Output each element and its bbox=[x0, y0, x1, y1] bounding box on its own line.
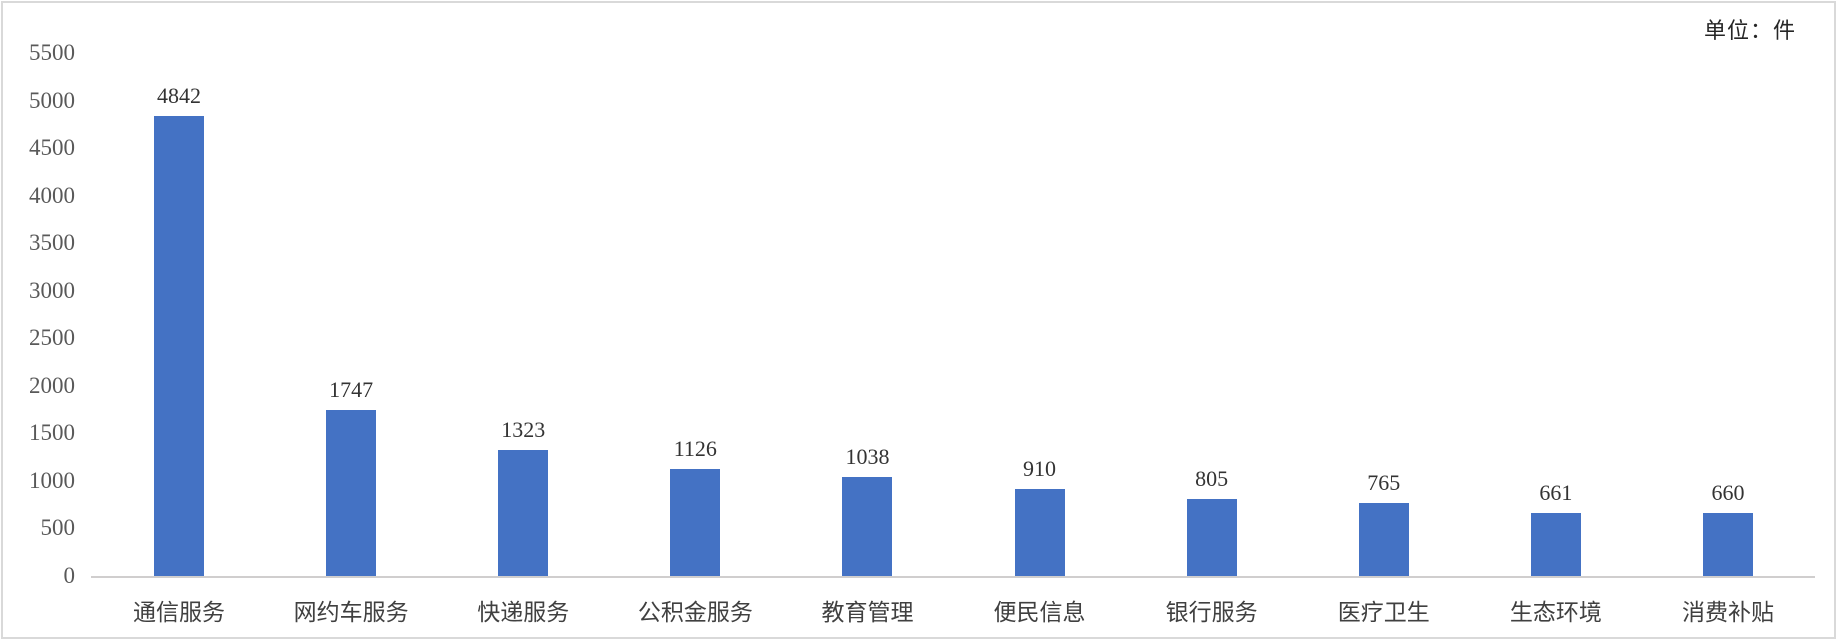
bar-value-label: 1126 bbox=[673, 435, 717, 461]
bar bbox=[1358, 503, 1409, 576]
category-label: 医疗卫生 bbox=[1337, 600, 1430, 625]
category-label: 网约车服务 bbox=[293, 600, 409, 625]
x-axis-line bbox=[91, 576, 1815, 578]
category-label: 消费补贴 bbox=[1681, 600, 1774, 625]
category-label: 通信服务 bbox=[133, 600, 226, 625]
y-tick-label: 2500 bbox=[29, 325, 75, 351]
bar-value-label: 1323 bbox=[501, 417, 546, 443]
category-label: 银行服务 bbox=[1165, 600, 1258, 625]
bar bbox=[1702, 513, 1753, 576]
y-tick-label: 4500 bbox=[29, 135, 75, 161]
bar-value-label: 4842 bbox=[157, 82, 202, 108]
category-label: 快递服务 bbox=[477, 600, 570, 625]
y-tick-label: 0 bbox=[63, 563, 76, 588]
y-axis: 0 500 1000 1500 2000 2500 3000 3500 4000 4500 5000… bbox=[3, 3, 1834, 637]
bar-value-label: 660 bbox=[1711, 480, 1745, 506]
bar-value-label: 1747 bbox=[329, 376, 374, 402]
y-tick-label: 3500 bbox=[29, 230, 75, 256]
bar bbox=[326, 409, 377, 576]
y-tick-label: 1500 bbox=[29, 420, 75, 446]
bar-value-label: 910 bbox=[1023, 456, 1057, 482]
bar bbox=[1530, 513, 1581, 576]
bar-value-label: 661 bbox=[1539, 480, 1573, 506]
y-tick-label: 5500 bbox=[29, 40, 75, 65]
plot-area: 4842 1747 1323 1126 1038 910 805 765 661 660 bbox=[3, 3, 1834, 637]
bar-value-label: 1038 bbox=[845, 444, 890, 470]
category-label: 生态环境 bbox=[1509, 600, 1602, 625]
bar bbox=[670, 468, 721, 576]
unit-label: 单位：件 bbox=[1703, 18, 1796, 43]
y-tick-label: 5000 bbox=[29, 87, 75, 113]
x-axis-labels: 通信服务 网约车服务 快递服务 公积金服务 教育管理 便民信息 银行服务 医疗卫生 生态环境 消费… bbox=[3, 3, 1834, 637]
bar bbox=[1014, 489, 1065, 576]
bar bbox=[842, 477, 893, 576]
category-label: 便民信息 bbox=[993, 600, 1086, 625]
y-tick-label: 3000 bbox=[29, 277, 75, 303]
y-tick-label: 500 bbox=[40, 515, 76, 541]
bar-value-label: 805 bbox=[1195, 466, 1229, 492]
y-tick-label: 2000 bbox=[29, 372, 75, 398]
bar bbox=[1186, 499, 1237, 576]
bar bbox=[498, 450, 549, 576]
bar bbox=[154, 115, 205, 576]
category-label: 教育管理 bbox=[821, 600, 914, 625]
y-tick-label: 4000 bbox=[29, 182, 75, 208]
category-label: 公积金服务 bbox=[637, 600, 753, 625]
bar-value-label: 765 bbox=[1367, 470, 1401, 496]
y-tick-label: 1000 bbox=[29, 467, 75, 493]
